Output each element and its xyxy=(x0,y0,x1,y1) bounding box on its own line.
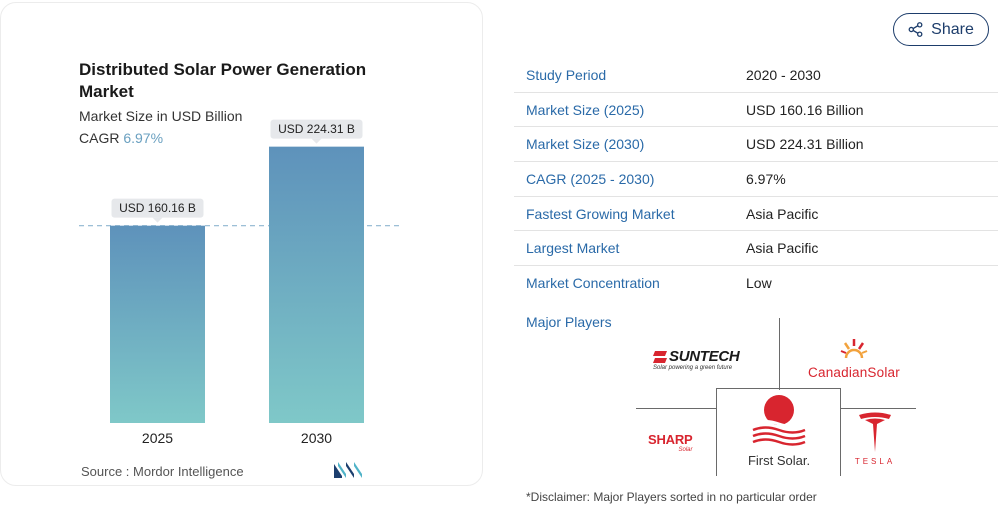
chart-card: USD 160.16 B 2025 USD 224.31 B 2030 Distrib… xyxy=(0,2,483,486)
suntech-mark-icon xyxy=(653,350,667,363)
major-players-grid: SUNTECH Solar powering a green future Ca… xyxy=(636,318,916,476)
row-value: 2020 - 2030 xyxy=(746,66,821,83)
table-row: Study Period 2020 - 2030 xyxy=(514,58,998,93)
bar-2030 xyxy=(269,146,364,423)
row-label: Study Period xyxy=(526,66,607,83)
row-label: Market Size (2025) xyxy=(526,101,645,118)
share-icon xyxy=(908,22,923,37)
data-label-bg xyxy=(270,119,363,139)
canadian-solar-sun-icon xyxy=(840,339,868,359)
share-label: Share xyxy=(931,20,974,38)
data-label: USD 160.16 B xyxy=(119,201,196,215)
grid-divider xyxy=(840,388,841,476)
table-row: Fastest Growing Market Asia Pacific xyxy=(514,197,998,232)
data-label-pointer xyxy=(311,138,322,144)
row-label: Fastest Growing Market xyxy=(526,205,675,222)
row-value: 6.97% xyxy=(746,170,786,187)
cagr-value: 6.97% xyxy=(123,130,164,146)
chart-title: Distributed Solar Power Generation Marke… xyxy=(79,60,367,101)
chart-cagr: CAGR 6.97% xyxy=(79,130,163,146)
suntech-logo: SUNTECH Solar powering a green future xyxy=(653,348,740,371)
first-solar-name: First Solar. xyxy=(747,453,811,468)
canadian-solar-name: CanadianSolar xyxy=(808,365,900,380)
row-label: Market Size (2030) xyxy=(526,136,645,153)
x-tick-label: 2030 xyxy=(301,430,332,446)
data-label-bg xyxy=(111,198,204,218)
table-row: Largest Market Asia Pacific xyxy=(514,231,998,267)
row-value: USD 160.16 Billion xyxy=(746,101,864,118)
first-solar-sun-icon xyxy=(752,395,806,446)
grid-divider xyxy=(840,408,916,409)
sharp-name: SHARP xyxy=(648,432,693,447)
grid-divider xyxy=(716,388,717,476)
chart-subtitle: Market Size in USD Billion xyxy=(79,108,243,124)
canadian-solar-logo: CanadianSolar xyxy=(804,338,904,380)
market-info-table: Study Period 2020 - 2030 Market Size (20… xyxy=(514,58,998,301)
tesla-name: TESLA xyxy=(854,457,896,466)
suntech-name: SUNTECH xyxy=(669,348,740,365)
row-value: Asia Pacific xyxy=(746,240,819,257)
table-row: Market Concentration Low xyxy=(514,266,998,301)
table-row: Market Size (2030) USD 224.31 Billion xyxy=(514,127,998,163)
first-solar-logo: First Solar. xyxy=(736,394,822,468)
grid-divider xyxy=(636,408,716,409)
data-label-pointer xyxy=(152,217,163,223)
share-button[interactable]: Share xyxy=(893,13,989,46)
row-value: Low xyxy=(746,275,772,292)
bar-chart: USD 160.16 B 2025 USD 224.31 B 2030 xyxy=(79,119,399,446)
tesla-t-icon xyxy=(859,412,891,452)
row-label: Largest Market xyxy=(526,240,620,257)
x-tick-label: 2025 xyxy=(142,430,173,446)
row-value: Asia Pacific xyxy=(746,205,819,222)
table-row: Market Size (2025) USD 160.16 Billion xyxy=(514,93,998,128)
row-label: Market Concentration xyxy=(526,275,660,292)
row-label: CAGR (2025 - 2030) xyxy=(526,170,655,187)
grid-divider xyxy=(779,318,780,390)
cagr-label: CAGR xyxy=(79,130,120,146)
suntech-tagline: Solar powering a green future xyxy=(653,365,733,371)
grid-divider xyxy=(716,388,841,389)
sharp-tagline: Solar xyxy=(678,447,693,453)
sharp-logo: SHARP Solar xyxy=(648,432,693,453)
data-label: USD 224.31 B xyxy=(278,122,355,136)
chart-source: Source : Mordor Intelligence xyxy=(81,464,244,479)
row-value: USD 224.31 Billion xyxy=(746,136,864,153)
table-row: CAGR (2025 - 2030) 6.97% xyxy=(514,162,998,197)
disclaimer: *Disclaimer: Major Players sorted in no … xyxy=(526,490,817,504)
major-players-label: Major Players xyxy=(526,314,612,330)
tesla-logo: TESLA xyxy=(850,412,900,466)
bar-2025 xyxy=(110,225,205,423)
mordor-logo-icon xyxy=(334,462,362,478)
